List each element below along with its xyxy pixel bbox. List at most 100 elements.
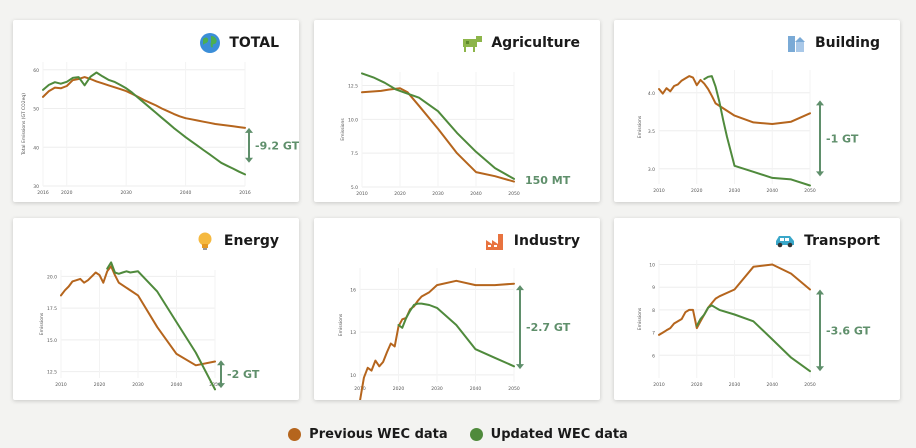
cow-icon: [461, 32, 483, 54]
chart-title-energy: Energy: [194, 230, 279, 252]
y-tick-label: 10: [649, 263, 655, 269]
y-tick-label: 12.5: [47, 370, 57, 376]
x-tick-label: 2016: [37, 190, 49, 196]
x-tick-label: 2016: [239, 190, 251, 196]
chart-title-text: Agriculture: [491, 35, 580, 51]
x-tick-label: 2030: [132, 382, 144, 388]
y-tick-label: 5.0: [351, 185, 358, 191]
y-tick-label: 15.0: [47, 338, 57, 344]
lightbulb-icon: [198, 232, 212, 250]
x-tick-label: 2030: [120, 190, 132, 196]
y-tick-label: 9: [652, 285, 655, 291]
car-icon: [776, 236, 795, 248]
y-tick-label: 16: [350, 287, 356, 293]
factory-icon: [485, 234, 503, 250]
difference-arrow: [245, 127, 253, 163]
difference-arrow: [816, 289, 824, 372]
legend: Previous WEC data Updated WEC data: [0, 424, 916, 444]
series-line-previous: [361, 87, 515, 183]
legend-swatch-previous: [288, 427, 302, 441]
x-tick-label: 2020: [691, 188, 703, 194]
globe-icon: [200, 33, 221, 53]
chart-title-text: Energy: [223, 233, 279, 249]
chart-title-total: TOTAL: [199, 32, 279, 54]
y-axis-label: Total Emissions (GT CO2eq): [21, 93, 27, 156]
chart-panel-building: 3.0 3.5 4.0 2010 2020 2030 2040 2050 Emissions -1…: [614, 20, 900, 202]
y-tick-label: 4.0: [648, 91, 655, 97]
chart-panel-total: 30 40 50 60 2016 2020 2030 2040 2016 Total Emissi…: [13, 20, 299, 202]
difference-arrow: [217, 360, 225, 389]
x-tick-label: 2020: [393, 386, 405, 392]
x-tick-label: 2010: [653, 382, 665, 388]
x-tick-label: 2030: [432, 191, 444, 197]
chart-title-agriculture: Agriculture: [461, 32, 580, 54]
legend-label-updated: Updated WEC data: [490, 426, 628, 442]
series-line-updated: [42, 71, 246, 176]
series-line-previous: [658, 75, 811, 125]
x-tick-label: 2040: [470, 386, 482, 392]
x-tick-label: 2040: [171, 382, 183, 388]
x-tick-label: 2010: [354, 386, 366, 392]
x-tick-label: 2030: [729, 382, 741, 388]
y-tick-label: 60: [33, 68, 39, 74]
chart-svg-total: 30 40 50 60 2016 2020 2030 2040 2016 Total Emissi…: [21, 62, 299, 196]
y-tick-label: 12.5: [348, 84, 358, 90]
chart-svg-transport: 6 7 8 9 10 2010 2020 2030 2040 2050 Emissions -3.6 …: [637, 260, 871, 388]
x-tick-label: 2030: [729, 188, 741, 194]
series-line-updated: [397, 302, 515, 368]
difference-label: -2 GT: [227, 368, 260, 381]
x-tick-label: 2040: [180, 190, 192, 196]
x-tick-label: 2040: [470, 191, 482, 197]
factory-icon: [484, 230, 506, 252]
x-tick-label: 2050: [804, 382, 816, 388]
chart-panel-agriculture: 5.0 7.5 10.0 12.5 2010 2020 2030 2040 2050 Emissi…: [314, 20, 600, 202]
legend-swatch-updated: [469, 427, 483, 441]
y-tick-label: 3.5: [648, 129, 655, 135]
y-tick-label: 8: [652, 308, 655, 314]
x-tick-label: 2020: [394, 191, 406, 197]
x-tick-label: 2020: [94, 382, 106, 388]
lightbulb-icon: [194, 230, 216, 252]
difference-label: -3.6 GT: [826, 324, 871, 337]
difference-label: -9.2 GT: [255, 139, 299, 152]
x-tick-label: 2040: [767, 382, 779, 388]
difference-label: -2.7 GT: [526, 321, 571, 334]
series-line-previous: [60, 265, 216, 367]
chart-panel-transport: 6 7 8 9 10 2010 2020 2030 2040 2050 Emissions -3.6 …: [614, 218, 900, 400]
chart-title-text: TOTAL: [229, 35, 279, 51]
y-axis-label: Emissions: [39, 312, 45, 335]
x-tick-label: 2050: [804, 188, 816, 194]
building-icon: [787, 36, 805, 52]
legend-label-previous: Previous WEC data: [309, 426, 448, 442]
car-icon: [774, 230, 796, 252]
x-tick-label: 2020: [61, 190, 73, 196]
globe-icon: [199, 32, 221, 54]
y-axis-label: Emissions: [340, 118, 346, 141]
cow-icon: [463, 36, 483, 52]
y-tick-label: 40: [33, 145, 39, 151]
y-tick-label: 13: [350, 330, 356, 336]
y-tick-label: 10.0: [348, 117, 358, 123]
y-tick-label: 6: [652, 353, 655, 359]
x-tick-label: 2050: [508, 191, 520, 197]
y-axis-label: Emissions: [637, 115, 643, 138]
chart-panel-industry: 10 13 16 2010 2020 2030 2040 2050 Emissions -2.7 …: [314, 218, 600, 400]
chart-panel-energy: 12.5 15.0 17.5 20.0 2010 2020 2030 2040 2050 Emis…: [13, 218, 299, 400]
chart-svg-industry: 10 13 16 2010 2020 2030 2040 2050 Emissions -2.7 …: [338, 268, 571, 400]
x-tick-label: 2030: [431, 386, 443, 392]
difference-arrow: [516, 285, 524, 370]
building-icon: [785, 32, 807, 54]
difference-label: -1 GT: [826, 132, 859, 145]
y-tick-label: 7.5: [351, 151, 358, 157]
chart-title-text: Transport: [804, 233, 880, 249]
chart-title-industry: Industry: [484, 230, 580, 252]
y-tick-label: 20.0: [47, 274, 57, 280]
difference-arrow: [816, 100, 824, 177]
legend-item-updated: Updated WEC data: [469, 424, 628, 444]
difference-label: 150 MT: [525, 174, 571, 187]
series-line-updated: [695, 304, 811, 373]
x-tick-label: 2010: [55, 382, 67, 388]
series-line-updated: [106, 261, 216, 391]
chart-title-transport: Transport: [774, 230, 880, 252]
y-axis-label: Emissions: [637, 307, 643, 330]
